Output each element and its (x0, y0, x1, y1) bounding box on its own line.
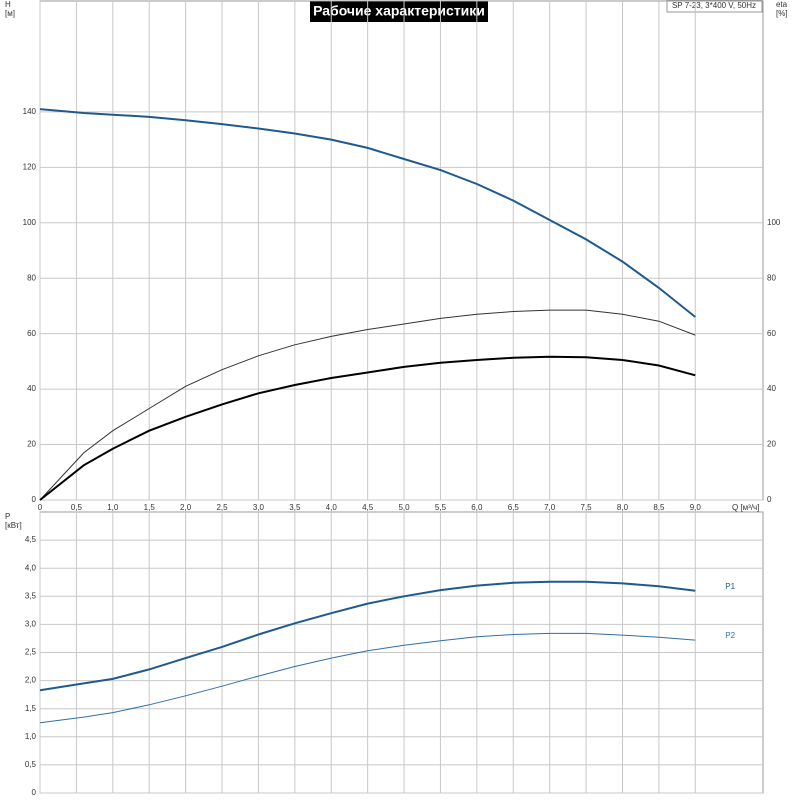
y-tick-label: 3,0 (25, 620, 37, 629)
y-tick-label: 0 (32, 495, 37, 504)
y-tick-label: 4,0 (25, 563, 37, 572)
x-tick-label: 5,0 (398, 503, 410, 512)
y-tick-label: 2,0 (25, 676, 37, 685)
y-tick-label: 0 (32, 788, 37, 797)
x-tick-label: 7,0 (544, 503, 556, 512)
y2-tick-label: 80 (767, 273, 776, 282)
y-tick-label: 40 (27, 384, 36, 393)
x-tick-label: 4,5 (362, 503, 374, 512)
y-tick-label: 1,0 (25, 732, 37, 741)
y2-tick-label: 0 (767, 495, 772, 504)
y2-axis-label: eta (776, 0, 788, 9)
y2-axis-unit: [%] (776, 9, 788, 18)
x-tick-label: 1,5 (144, 503, 156, 512)
y-axis-label: H (5, 0, 11, 9)
y2-tick-label: 20 (767, 440, 776, 449)
y-tick-label: 140 (23, 107, 37, 116)
y-tick-label: 4,5 (25, 535, 37, 544)
y2-tick-label: 100 (767, 218, 781, 227)
x-tick-label: 8,5 (653, 503, 665, 512)
series-line (39, 108, 696, 318)
x-tick-label: 3,5 (289, 503, 301, 512)
y-tick-label: 2,5 (25, 648, 37, 657)
plot-area (39, 0, 764, 501)
y-tick-label: 0,5 (25, 760, 37, 769)
model-label: SP 7-23, 3*400 V, 50Hz (672, 1, 756, 10)
series-label: P1 (725, 582, 735, 591)
x-tick-label: 2,0 (180, 503, 192, 512)
x-tick-label: 5,5 (435, 503, 447, 512)
model-box (666, 0, 763, 13)
y-tick-label: 20 (27, 440, 36, 449)
y-tick-label: 1,5 (25, 704, 37, 713)
y2-tick-label: 60 (767, 329, 776, 338)
x-tick-label: 1,0 (107, 503, 119, 512)
y-tick-label: 60 (27, 329, 36, 338)
series-line (39, 580, 696, 692)
title-box (310, 1, 488, 22)
x-tick-label: 2,5 (216, 503, 228, 512)
x-tick-label: 3,0 (253, 503, 265, 512)
y-axis-unit: [м] (5, 9, 15, 18)
x-tick-label: 8,0 (617, 503, 629, 512)
y2-tick-label: 40 (767, 384, 776, 393)
x-tick-label: 6,0 (471, 503, 483, 512)
series-line (39, 632, 696, 724)
x-tick-label: 7,5 (581, 503, 593, 512)
x-tick-label: 4,0 (326, 503, 338, 512)
x-axis-label: Q [м³/ч] (732, 503, 759, 512)
x-tick-label: 0,5 (71, 503, 83, 512)
y-tick-label: 100 (23, 218, 37, 227)
series-line (39, 355, 696, 501)
y-tick-label: 80 (27, 273, 36, 282)
chart-title: Рабочие характеристики (313, 3, 485, 19)
y-tick-label: 3,5 (25, 591, 37, 600)
y-tick-label: 120 (23, 162, 37, 171)
x-tick-label: 0 (38, 503, 43, 512)
series-line (39, 309, 696, 501)
y-axis-label: P (5, 512, 10, 521)
series-label: P2 (725, 631, 735, 640)
y-axis-unit: [кВт] (5, 521, 22, 530)
x-tick-label: 9,0 (690, 503, 702, 512)
x-tick-label: 6,5 (508, 503, 520, 512)
